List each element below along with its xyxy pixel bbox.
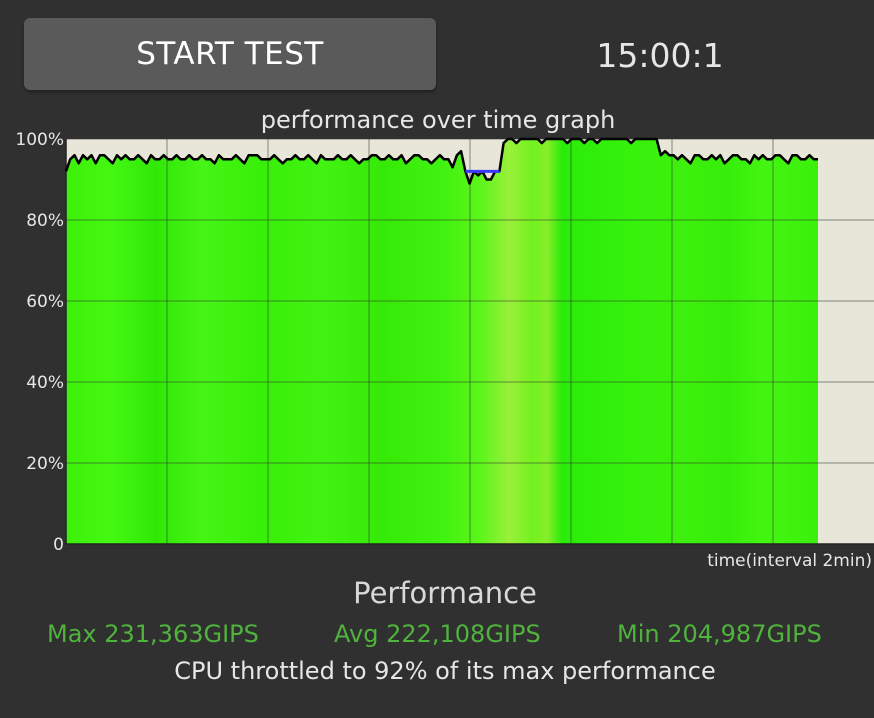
max-performance-stat: Max 231,363GIPS [47,620,259,648]
performance-area [66,139,818,544]
y-tick-label: 0 [53,535,64,555]
performance-line [64,137,818,185]
y-tick-label: 20% [26,454,64,474]
min-performance-stat: Min 204,987GIPS [617,620,822,648]
test-timer: 15:00:1 [596,36,724,75]
y-tick-label: 40% [26,373,64,393]
avg-performance-stat: Avg 222,108GIPS [334,620,541,648]
y-tick-label: 60% [26,292,64,312]
performance-heading: Performance [353,576,537,610]
y-tick-label: 100% [15,130,64,150]
start-test-button[interactable]: START TEST [24,18,436,90]
throttle-message: CPU throttled to 92% of its max performa… [174,657,716,685]
performance-chart: 100% 80% 60% 40% 20% 0 time(interval 2min) [15,130,874,571]
chart-title: performance over time graph [260,106,616,134]
y-tick-label: 80% [26,211,64,231]
x-axis-label: time(interval 2min) [707,551,872,571]
